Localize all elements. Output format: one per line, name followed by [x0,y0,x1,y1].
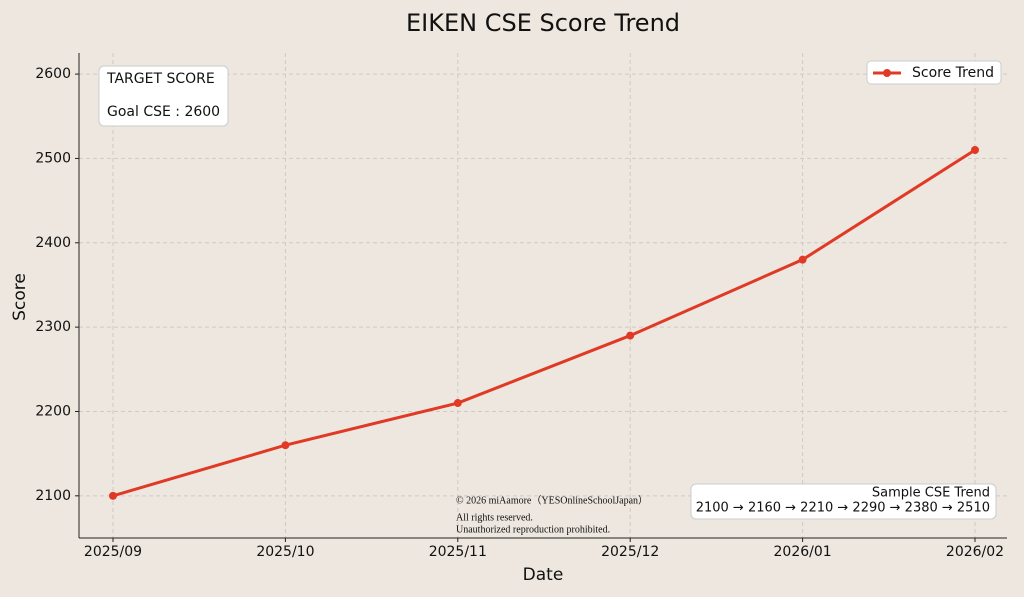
y-tick-label: 2200 [35,403,71,419]
box-title: TARGET SCORE [106,71,215,87]
legend: Score Trend [866,60,1002,85]
x-tick-label: 2026/01 [774,544,832,560]
point [798,255,807,264]
copyright: © 2026 miAamore（YESOnlineSchoolJapan） [456,494,648,506]
y-tick-label: 2300 [35,319,71,335]
point [453,399,462,408]
point [626,331,635,340]
legend-label: Score Trend [912,65,994,81]
chart-title: EIKEN CSE Score Trend [406,9,680,37]
box-text: 2100 → 2160 → 2210 → 2290 → 2380 → 2510 [696,501,990,516]
x-tick-label: 2025/12 [601,544,659,560]
grid [79,53,1007,538]
y-axis-label: Score [10,273,30,321]
legend-box [866,60,1002,85]
copyright: All rights reserved. [456,512,533,523]
copyright: Unauthorized reproduction prohibited. [456,524,610,535]
box-text: Goal CSE : 2600 [107,104,220,120]
box-title: Sample CSE Trend [872,486,990,501]
x-tick-label: 2025/09 [84,544,142,560]
plot [109,146,979,500]
legend-marker [883,69,891,77]
x-tick-label: 2025/10 [256,544,314,560]
point [281,441,290,450]
summary-box: Sample CSE Trend 2100 → 2160 → 2210 → 22… [690,483,997,520]
point [109,491,117,500]
point [971,146,979,154]
y-tick-label: 2100 [35,488,71,504]
box [98,65,229,127]
y-tick-label: 2600 [35,66,71,82]
x-tick-label: 2025/11 [429,544,487,560]
box [690,483,997,520]
y-tick-label: 2500 [35,150,71,166]
target-box: TARGET SCORE Goal CSE : 2600 [98,65,229,127]
y-tick-label: 2400 [35,235,71,251]
x-tick-label: 2026/02 [946,544,1004,560]
x-axis-label: Date [523,565,564,585]
line [112,148,976,498]
